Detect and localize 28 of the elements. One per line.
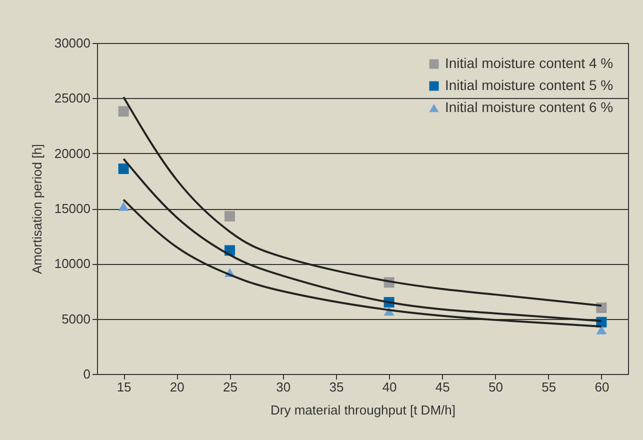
y-tick-label: 10000	[54, 256, 90, 272]
y-tick-label: 20000	[54, 146, 90, 161]
point	[596, 325, 607, 334]
x-tick-label: 35	[329, 380, 344, 394]
legend-label: Initial moisture content 4 %	[445, 55, 614, 71]
y-tick-label: 25000	[54, 90, 90, 106]
x-tick-label: 40	[382, 380, 397, 394]
legend-label: Initial moisture content 5 %	[445, 77, 614, 93]
legend-label: Initial moisture content 6 %	[445, 99, 614, 115]
x-tick-label: 55	[542, 380, 556, 394]
y-tick-label: 5000	[62, 311, 90, 326]
x-tick-label: 15	[116, 380, 132, 394]
x-tick-label: 45	[435, 380, 450, 394]
y-tick-label: 0	[83, 366, 90, 382]
point	[118, 164, 129, 174]
x-tick-label: 60	[594, 380, 610, 394]
x-tick-label: 20	[170, 380, 184, 394]
point	[596, 302, 607, 314]
x-tick-label: 25	[223, 380, 238, 394]
x-tick-label: 30	[276, 380, 291, 394]
y-axis-title: Amortisation period [h]	[29, 144, 44, 274]
x-tick-label: 50	[488, 380, 503, 394]
point	[118, 202, 129, 211]
point	[118, 106, 129, 117]
point	[224, 210, 235, 222]
y-tick-label: 15000	[54, 201, 90, 216]
y-tick-label: 30000	[54, 36, 90, 50]
x-axis-title: Dry material throughput [t DM/h]	[270, 402, 456, 418]
